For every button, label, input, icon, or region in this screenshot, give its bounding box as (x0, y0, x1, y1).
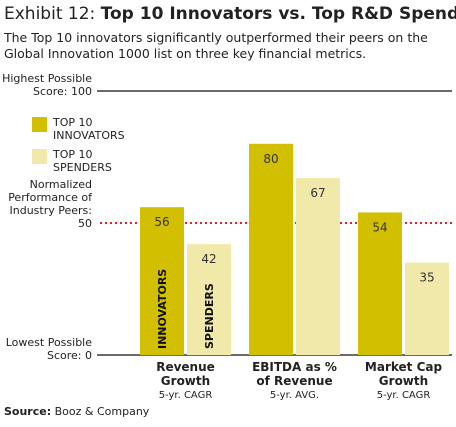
source-label: Source: (4, 405, 52, 418)
bar (187, 244, 231, 355)
x-tick-label: Revenue Growth (156, 360, 215, 388)
bar (358, 212, 402, 355)
chart-title: Top 10 Innovators vs. Top R&D Spenders (100, 4, 456, 24)
value-label: 80 (263, 152, 278, 166)
bar (405, 262, 449, 355)
category-note: 5-yr. CAGR (376, 390, 431, 401)
source-text: Booz & Company (54, 405, 150, 418)
title-block: Exhibit 12: Top 10 Innovators vs. Top R&… (4, 4, 456, 24)
x-tick-label: EBITDA as % of Revenue (252, 360, 337, 388)
bar (249, 143, 293, 355)
legend-label: TOP 10 INNOVATORS (53, 116, 125, 142)
source: Source: Booz & Company (4, 405, 149, 418)
legend-label: TOP 10 SPENDERS (53, 148, 112, 174)
bar-annotation: INNOVATORS (156, 269, 169, 349)
value-label: 42 (201, 252, 216, 266)
title-prefix: Exhibit 12: (4, 4, 96, 24)
value-label: 56 (154, 215, 169, 229)
bar (296, 178, 340, 355)
category-note: 5-yr. AVG. (269, 390, 320, 401)
bar (140, 207, 184, 355)
x-tick-label: Market Cap Growth (364, 360, 443, 388)
y-tick-label: Normalized Performance of Industry Peers… (8, 178, 92, 230)
legend-swatch (32, 117, 47, 132)
y-tick-label: Lowest Possible Score: 0 (5, 336, 92, 362)
legend-swatch (32, 149, 47, 164)
value-label: 35 (419, 271, 434, 285)
value-label: 67 (310, 186, 325, 200)
subtitle: The Top 10 innovators significantly outp… (4, 30, 428, 61)
bar-annotation: SPENDERS (203, 283, 216, 349)
y-tick-label: Highest Possible Score: 100 (2, 72, 92, 98)
category-note: 5-yr. CAGR (158, 390, 213, 401)
value-label: 54 (372, 220, 387, 234)
